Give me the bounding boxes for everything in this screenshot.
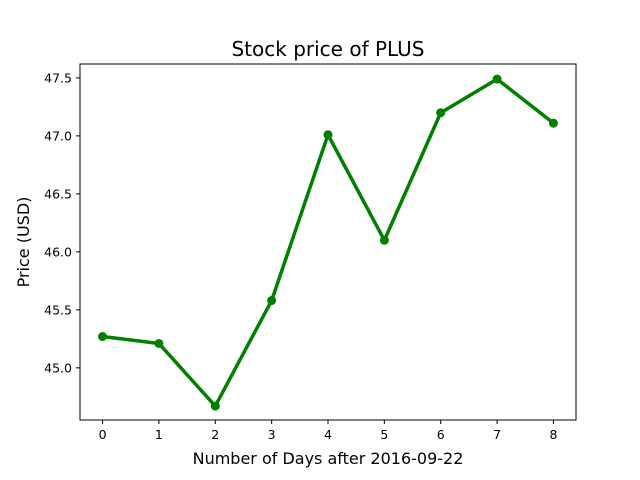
y-tick-label: 45.5 (44, 302, 72, 317)
x-tick-label: 4 (324, 427, 332, 442)
x-axis-ticks: 0 1 2 3 4 5 6 7 8 (99, 420, 557, 442)
data-point (492, 74, 502, 84)
x-tick-label: 3 (268, 427, 276, 442)
x-tick-label: 7 (493, 427, 501, 442)
plot-frame (79, 63, 577, 421)
series-layer (98, 74, 558, 411)
data-point (98, 332, 108, 342)
y-axis-label: Price (USD) (14, 197, 33, 288)
y-tick-label: 47.5 (44, 70, 72, 85)
y-axis-ticks: 45.0 45.5 46.0 46.5 47.0 47.5 (44, 70, 80, 375)
y-tick-label: 46.5 (44, 186, 72, 201)
x-tick-label: 0 (99, 427, 107, 442)
data-point (154, 338, 164, 348)
data-point (323, 130, 333, 140)
x-tick-label: 6 (437, 427, 445, 442)
data-point (379, 235, 389, 245)
y-tick-label: 47.0 (44, 128, 72, 143)
data-point (436, 108, 446, 118)
chart-title: Stock price of PLUS (231, 37, 424, 61)
x-tick-label: 2 (211, 427, 219, 442)
data-point (210, 401, 220, 411)
x-tick-label: 1 (155, 427, 163, 442)
x-tick-label: 5 (380, 427, 388, 442)
x-axis-label: Number of Days after 2016-09-22 (193, 449, 464, 468)
y-tick-label: 45.0 (44, 360, 72, 375)
series-line (100, 77, 556, 408)
data-point (548, 118, 558, 128)
y-tick-label: 46.0 (44, 244, 72, 259)
x-tick-label: 8 (549, 427, 557, 442)
data-point (267, 296, 277, 306)
